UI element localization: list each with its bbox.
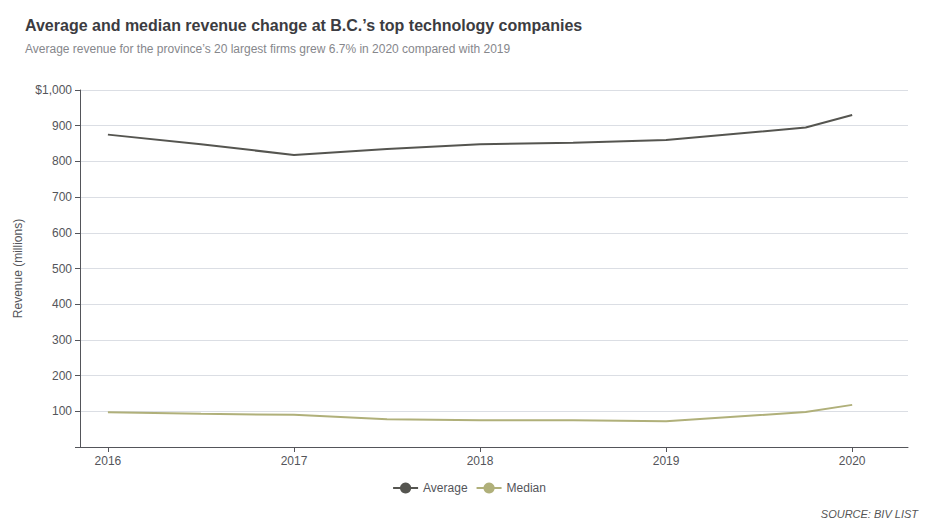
svg-text:$1,000: $1,000 (35, 83, 72, 97)
svg-text:Median: Median (507, 481, 546, 495)
svg-text:SOURCE: BIV LIST: SOURCE: BIV LIST (821, 508, 919, 520)
svg-text:100: 100 (52, 404, 72, 418)
svg-text:600: 600 (52, 226, 72, 240)
svg-text:2019: 2019 (653, 454, 680, 468)
svg-text:Revenue (millions): Revenue (millions) (11, 219, 25, 318)
svg-text:900: 900 (52, 119, 72, 133)
svg-text:400: 400 (52, 297, 72, 311)
svg-text:2018: 2018 (467, 454, 494, 468)
svg-text:Average revenue for the provin: Average revenue for the province’s 20 la… (25, 42, 510, 56)
svg-text:2020: 2020 (839, 454, 866, 468)
svg-text:2016: 2016 (95, 454, 122, 468)
svg-text:200: 200 (52, 369, 72, 383)
svg-text:Average: Average (423, 481, 468, 495)
svg-text:300: 300 (52, 333, 72, 347)
svg-text:700: 700 (52, 190, 72, 204)
svg-text:500: 500 (52, 262, 72, 276)
svg-text:800: 800 (52, 154, 72, 168)
svg-text:2017: 2017 (281, 454, 308, 468)
svg-text:Average and median revenue cha: Average and median revenue change at B.C… (25, 17, 582, 34)
